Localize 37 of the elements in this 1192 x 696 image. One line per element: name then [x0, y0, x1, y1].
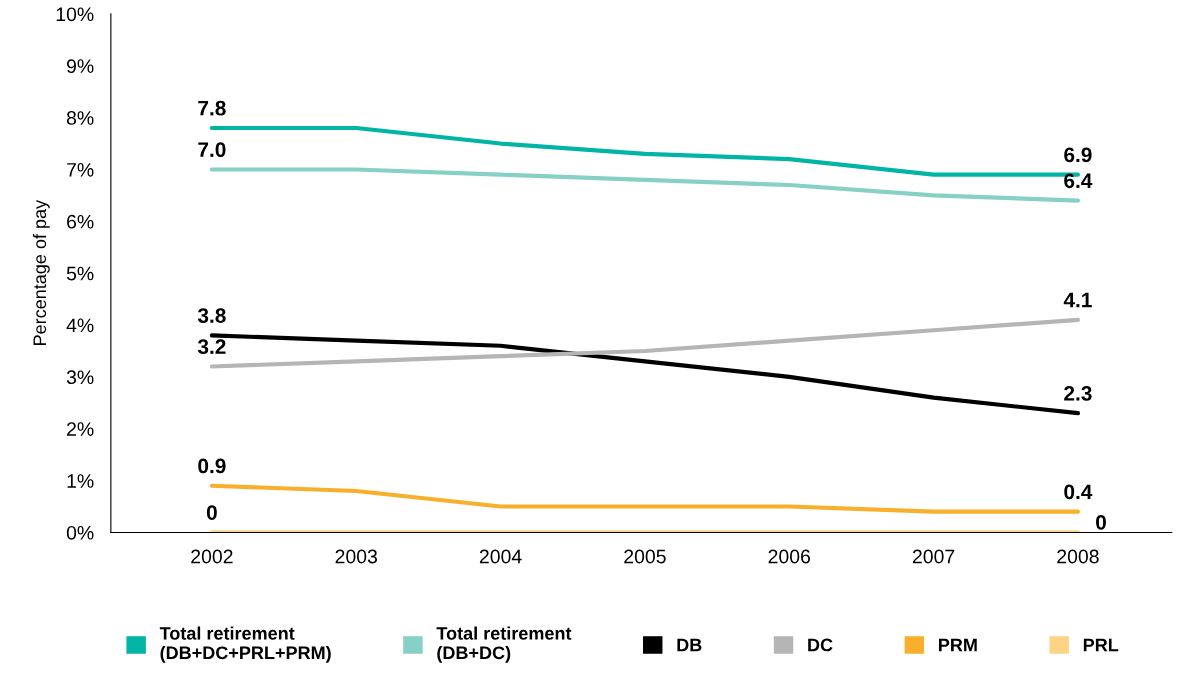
data-label: 3.2 [197, 339, 226, 355]
data-label: 4.1 [1063, 292, 1092, 308]
x-tick-label: 2004 [479, 549, 522, 564]
x-tick-label: 2006 [768, 549, 811, 564]
legend-label: DB [677, 638, 702, 652]
y-tick-label: 5% [66, 266, 94, 281]
data-label: 2.3 [1064, 385, 1092, 401]
data-label: 0.9 [198, 458, 226, 474]
y-tick-label: 4% [66, 318, 94, 333]
data-label: 0 [1096, 514, 1106, 530]
data-label: 6.4 [1064, 173, 1093, 189]
data-label: 7.0 [198, 142, 226, 158]
y-tick-label: 0% [66, 525, 94, 540]
y-tick-label: 8% [66, 111, 94, 125]
y-tick-label: 9% [67, 59, 94, 74]
y-tick-label: 6% [67, 214, 94, 229]
data-label: 6.9 [1064, 147, 1092, 163]
y-tick-label: 10% [56, 7, 94, 22]
legend-label: PRL [1083, 638, 1119, 652]
y-tick-label: 7% [67, 163, 94, 177]
legend-label: PRM [939, 638, 977, 652]
legend-label: DC [808, 638, 833, 652]
data-label: 7.8 [198, 100, 226, 116]
x-tick-label: 2005 [624, 549, 666, 564]
x-tick-label: 2002 [191, 549, 233, 564]
x-tick-label: 2007 [912, 549, 955, 564]
legend-label: Total retirement (DB+DC) [436, 626, 572, 663]
y-axis-title: Percentage of pay [32, 199, 50, 345]
data-label: 0.4 [1064, 484, 1093, 500]
data-label: 0 [206, 505, 217, 520]
y-tick-label: 2% [67, 422, 94, 436]
y-tick-label: 3% [66, 370, 94, 385]
data-label: 3.8 [197, 308, 226, 323]
x-tick-label: 2003 [335, 549, 378, 564]
y-tick-label: 1% [67, 474, 94, 488]
x-tick-label: 2008 [1057, 549, 1099, 564]
legend-label: Total retirement (DB+DC+PRL+PRM) [159, 626, 331, 663]
